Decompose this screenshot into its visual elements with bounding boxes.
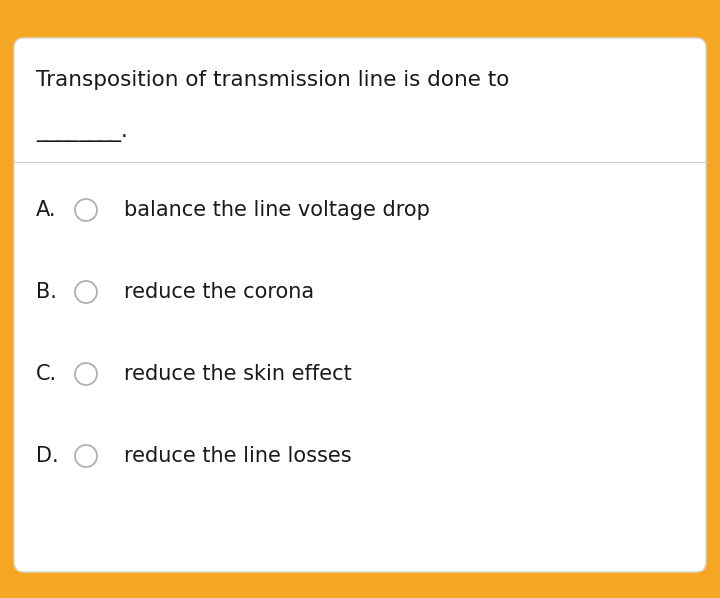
Circle shape [75,199,97,221]
Text: reduce the corona: reduce the corona [124,282,314,302]
Text: C.: C. [36,364,57,384]
Text: ________.: ________. [36,122,128,142]
Bar [0,578,720,598]
FancyBboxPatch shape [14,38,706,572]
Text: reduce the line losses: reduce the line losses [124,446,351,466]
Text: D.: D. [36,446,58,466]
Text: B.: B. [36,282,57,302]
Text: Transposition of transmission line is done to: Transposition of transmission line is do… [36,70,509,90]
Text: A.: A. [36,200,56,220]
Circle shape [75,363,97,385]
Circle shape [75,281,97,303]
Bar [0,0,720,32]
Circle shape [75,445,97,467]
Text: balance the line voltage drop: balance the line voltage drop [124,200,430,220]
Text: reduce the skin effect: reduce the skin effect [124,364,352,384]
